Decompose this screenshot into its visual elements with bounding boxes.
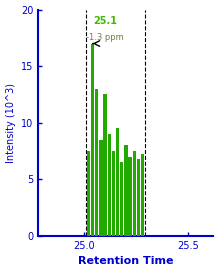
Bar	[124, 146, 127, 236]
Bar	[120, 162, 123, 236]
Bar	[124, 174, 127, 236]
Bar	[103, 174, 107, 236]
Bar	[132, 151, 136, 236]
Bar	[112, 174, 115, 236]
Bar	[87, 174, 90, 236]
Bar	[103, 94, 107, 236]
Text: 25.1: 25.1	[93, 16, 117, 26]
Bar	[99, 140, 102, 236]
Bar	[128, 174, 132, 236]
Bar	[120, 174, 123, 236]
Bar	[116, 174, 119, 236]
X-axis label: Retention Time: Retention Time	[78, 256, 174, 267]
Bar	[87, 151, 90, 236]
Bar	[95, 174, 98, 236]
Bar	[108, 174, 111, 236]
Bar	[91, 44, 94, 236]
Bar	[128, 157, 132, 236]
Y-axis label: Intensity (10^3): Intensity (10^3)	[5, 83, 16, 163]
Bar	[99, 174, 102, 236]
Bar	[137, 174, 140, 236]
Bar	[108, 134, 111, 236]
Bar	[137, 159, 140, 236]
Text: -1.3 ppm: -1.3 ppm	[86, 33, 124, 42]
Bar	[141, 154, 144, 236]
Bar	[112, 151, 115, 236]
Bar	[116, 128, 119, 236]
Bar	[91, 174, 94, 236]
Bar	[141, 174, 144, 236]
Bar	[132, 174, 136, 236]
Bar	[95, 89, 98, 236]
